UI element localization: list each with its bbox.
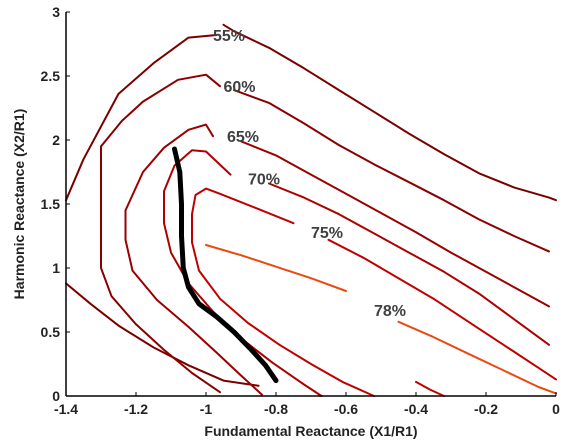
x-tick-label: -1.2	[124, 401, 148, 417]
y-tick-label: 2	[52, 132, 60, 148]
x-axis-title: Fundamental Reactance (X1/R1)	[204, 423, 417, 439]
y-tick-layer: 0 0.5 1 1.5 2 2.5 3	[41, 4, 70, 404]
contour-line	[191, 187, 375, 397]
contour-label: 78%	[374, 303, 406, 320]
optimal-path-line	[172, 146, 279, 384]
contour-label: 70%	[248, 171, 280, 188]
y-tick-label: 1	[52, 260, 60, 276]
contour-line	[100, 73, 221, 394]
y-tick-label: 3	[52, 4, 60, 20]
x-tick-label: 0	[552, 401, 560, 417]
contour-label: 75%	[311, 225, 343, 242]
contour-line	[65, 282, 260, 387]
contour-line	[233, 89, 550, 253]
contour-line	[240, 140, 550, 308]
y-tick-label: 0.5	[41, 324, 61, 340]
contour-line	[397, 320, 557, 395]
y-axis-title: Harmonic Reactance (X2/R1)	[11, 109, 27, 300]
contour-line	[268, 182, 550, 346]
contour-line	[222, 23, 557, 202]
contour-line	[327, 238, 557, 381]
contour-label: 65%	[227, 129, 259, 146]
contour-line	[205, 244, 347, 292]
x-tick-label: -0.2	[474, 401, 498, 417]
contour-line	[415, 380, 445, 397]
contour-label: 55%	[213, 28, 245, 45]
x-tick-label: -0.8	[264, 401, 288, 417]
contour-line	[124, 123, 263, 396]
contour-label: 60%	[224, 79, 256, 96]
y-tick-label: 1.5	[41, 196, 61, 212]
x-tick-label: -1.4	[54, 401, 78, 417]
y-tick-label: 0	[52, 388, 60, 404]
x-tick-label: -1	[200, 401, 213, 417]
x-tick-label: -0.6	[334, 401, 358, 417]
contour-line	[163, 149, 323, 397]
x-tick-layer: -1.4 -1.2 -1 -0.8 -0.6 -0.4 -0.2 0	[54, 392, 560, 417]
series-layer	[65, 23, 557, 397]
contour-label-layer: 55% 60% 65% 70% 75% 78%	[213, 28, 406, 320]
contour-line	[65, 34, 218, 202]
y-tick-label: 2.5	[41, 68, 61, 84]
x-tick-label: -0.4	[404, 401, 428, 417]
